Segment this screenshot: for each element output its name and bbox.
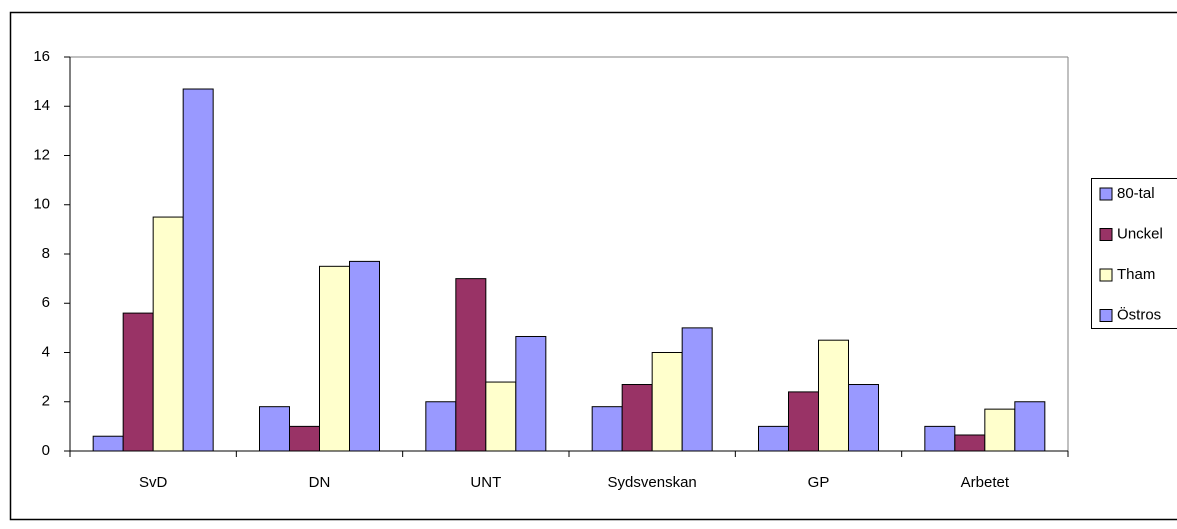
bar bbox=[1014, 401, 1046, 452]
bar bbox=[349, 260, 380, 452]
bar bbox=[289, 425, 320, 452]
bar bbox=[848, 384, 879, 452]
x-tick-label: GP bbox=[808, 474, 830, 491]
bar bbox=[455, 278, 487, 452]
bar bbox=[92, 435, 124, 452]
bar bbox=[425, 401, 457, 452]
y-tick-label: 8 bbox=[42, 245, 50, 262]
legend-label: 80-tal bbox=[1117, 185, 1155, 202]
legend-swatch bbox=[1099, 228, 1113, 241]
legend-label: Unckel bbox=[1117, 225, 1163, 242]
bar bbox=[984, 408, 1016, 452]
bar bbox=[681, 327, 713, 452]
bar bbox=[182, 88, 214, 452]
x-tick-label: Sydsvenskan bbox=[608, 474, 697, 491]
legend-swatch bbox=[1099, 309, 1113, 322]
legend-swatch bbox=[1099, 268, 1113, 282]
y-tick-label: 10 bbox=[33, 196, 50, 213]
bar bbox=[485, 381, 517, 452]
bar bbox=[954, 434, 986, 452]
legend-box bbox=[1091, 178, 1177, 329]
x-tick-label: Arbetet bbox=[961, 474, 1010, 491]
y-tick-label: 4 bbox=[42, 343, 50, 360]
bar bbox=[152, 216, 184, 452]
bar bbox=[651, 352, 683, 452]
bar bbox=[818, 339, 849, 452]
y-tick-label: 0 bbox=[42, 442, 50, 459]
x-tick-label: DN bbox=[309, 474, 331, 491]
y-tick-label: 14 bbox=[33, 97, 50, 114]
bar bbox=[621, 384, 653, 452]
bar bbox=[924, 425, 956, 452]
bar bbox=[259, 406, 290, 452]
y-tick-label: 2 bbox=[42, 393, 50, 410]
y-tick-label: 6 bbox=[42, 294, 50, 311]
bar bbox=[788, 391, 819, 452]
y-tick-label: 16 bbox=[33, 48, 50, 65]
legend-swatch bbox=[1099, 187, 1113, 201]
y-tick-label: 12 bbox=[33, 146, 50, 163]
bar bbox=[122, 312, 154, 452]
bar bbox=[319, 265, 350, 452]
x-tick-label: SvD bbox=[139, 474, 168, 491]
legend-label: Tham bbox=[1117, 266, 1155, 283]
bar bbox=[758, 425, 789, 452]
bar bbox=[591, 406, 623, 452]
bar bbox=[515, 335, 547, 452]
legend-label: Östros bbox=[1117, 305, 1161, 323]
x-tick-label: UNT bbox=[470, 474, 501, 491]
